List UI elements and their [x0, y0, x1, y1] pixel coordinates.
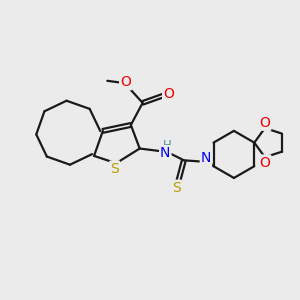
- Text: O: O: [260, 116, 270, 130]
- Text: O: O: [120, 75, 131, 89]
- Text: N: N: [160, 146, 170, 160]
- Text: S: S: [172, 181, 181, 195]
- Text: O: O: [163, 87, 174, 101]
- Text: S: S: [110, 161, 119, 176]
- Text: N: N: [201, 151, 211, 165]
- Text: H: H: [162, 139, 171, 152]
- Text: O: O: [260, 155, 270, 170]
